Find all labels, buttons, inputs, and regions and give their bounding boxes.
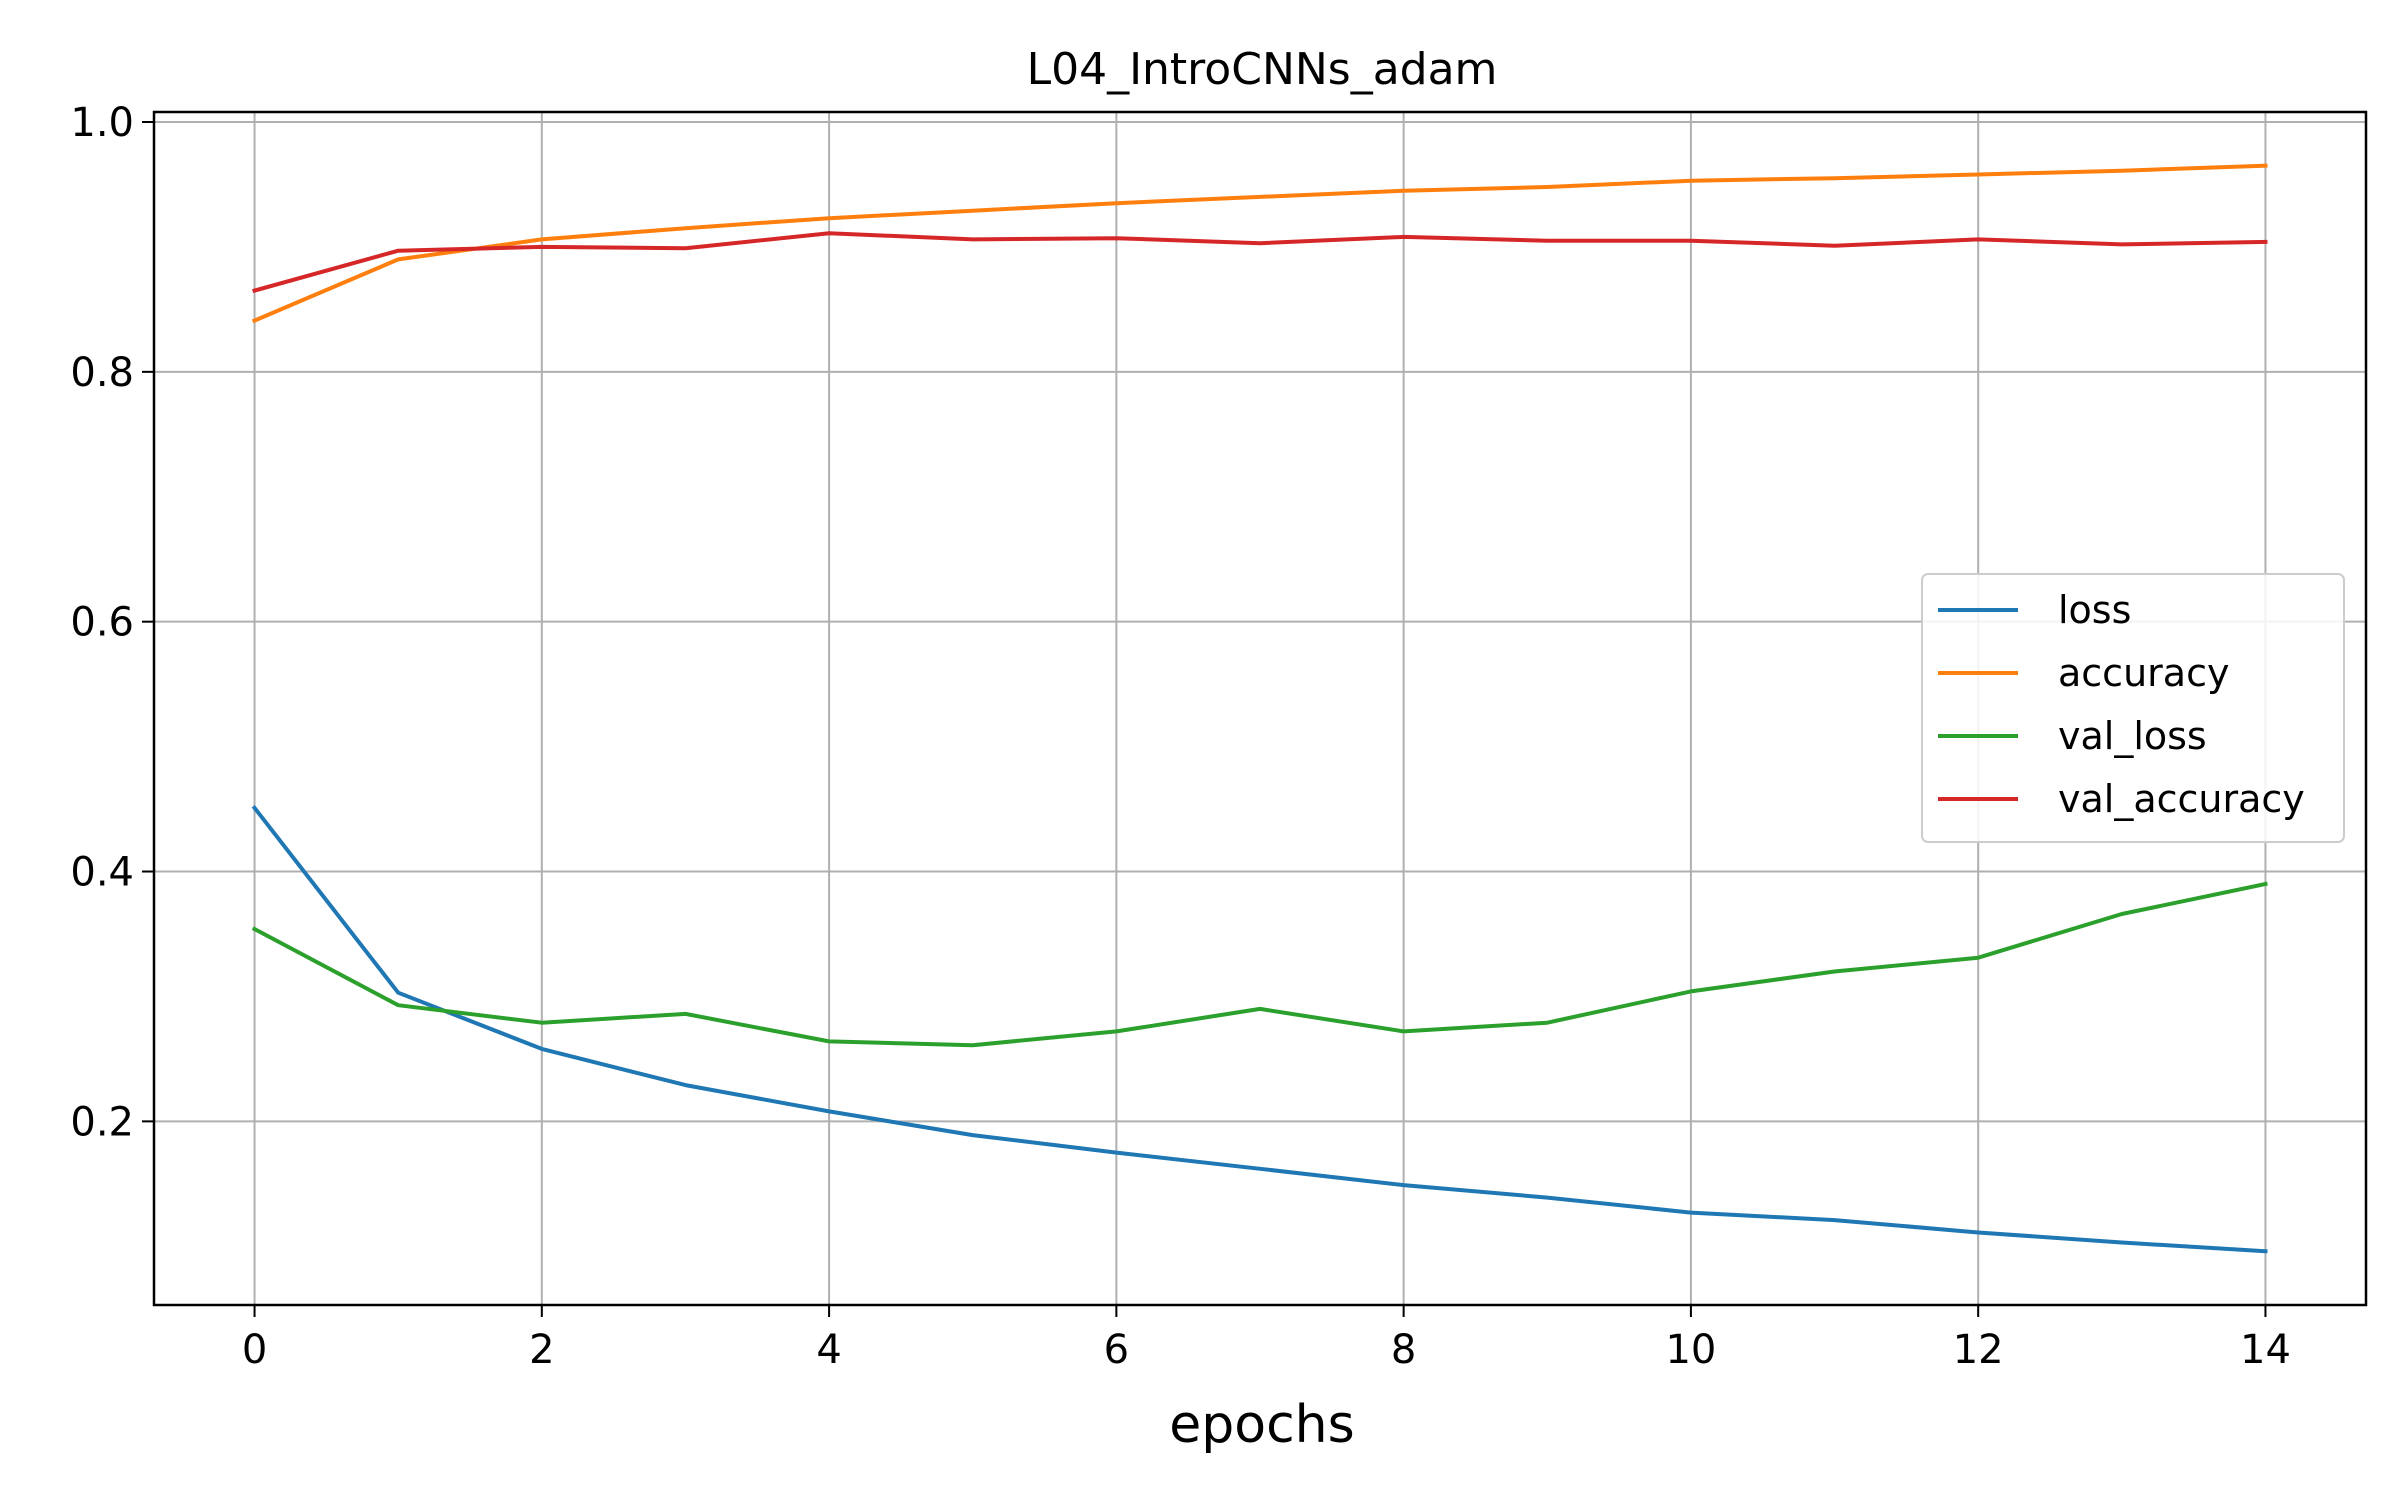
x-tick-label: 4 (816, 1327, 841, 1373)
series-line-val-loss (251, 881, 2268, 1048)
x-tick-label: 2 (529, 1327, 554, 1373)
y-tick-label: 0.8 (70, 350, 134, 396)
y-axis: 0.2 0.4 0.6 0.8 1.0 (70, 100, 154, 1145)
series-lines (251, 163, 2268, 1254)
x-tick-label: 14 (2240, 1327, 2291, 1373)
x-tick-label: 0 (242, 1327, 267, 1373)
series-line-val-accuracy (252, 231, 2268, 294)
legend-label-accuracy: accuracy (2058, 651, 2229, 695)
legend-box (1921, 573, 2345, 843)
legend-label-val-accuracy: val_accuracy (2058, 777, 2305, 821)
x-tick-label: 6 (1104, 1327, 1129, 1373)
legend-label-loss: loss (2058, 588, 2131, 632)
chart-title: L04_IntroCNNs_adam (1027, 44, 1498, 95)
y-tick-label: 0.4 (70, 850, 134, 896)
series-line-loss (251, 804, 2268, 1254)
x-tick-label: 10 (1665, 1327, 1716, 1373)
x-axis-label: epochs (1169, 1395, 1354, 1455)
legend-label-val-loss: val_loss (2058, 714, 2207, 758)
y-tick-label: 0.6 (70, 600, 134, 646)
x-tick-label: 8 (1391, 1327, 1416, 1373)
series-line-accuracy (251, 163, 2268, 324)
y-tick-label: 1.0 (70, 100, 134, 146)
plot-frame (152, 110, 2368, 1307)
y-tick-label: 0.2 (70, 1099, 134, 1145)
legend: loss accuracy val_loss val_accuracy (1921, 573, 2345, 843)
x-axis: 0 2 4 6 8 10 12 14 (242, 1305, 2291, 1373)
x-tick-label: 12 (1953, 1327, 2004, 1373)
